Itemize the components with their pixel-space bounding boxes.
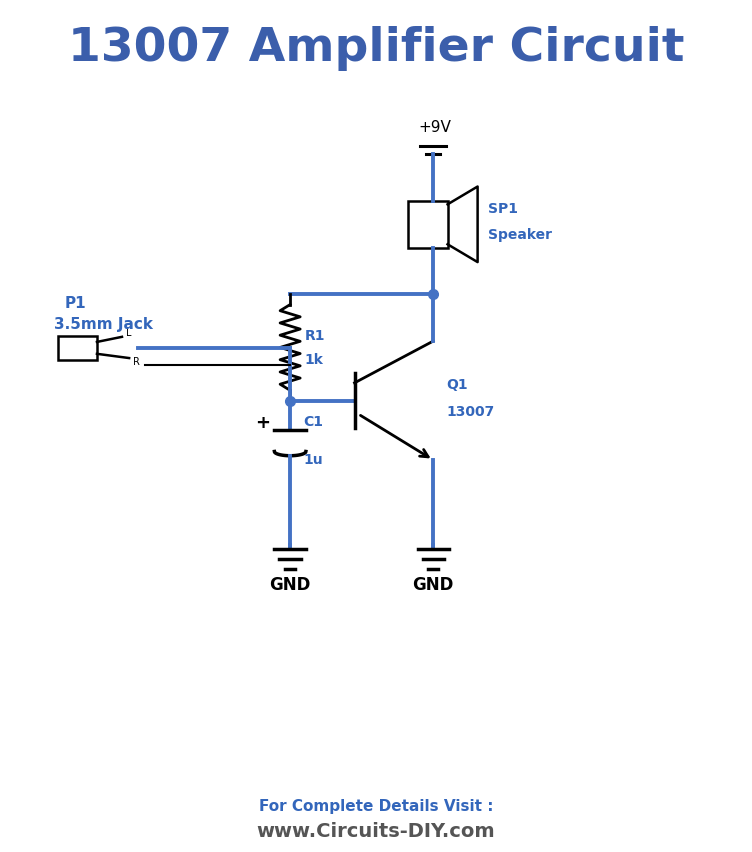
Text: 1u: 1u	[303, 453, 323, 467]
Text: For Complete Details Visit :: For Complete Details Visit :	[259, 799, 493, 814]
Text: R1: R1	[305, 330, 325, 343]
Text: R: R	[132, 357, 140, 367]
Text: GND: GND	[269, 576, 311, 594]
Text: Q1: Q1	[446, 378, 468, 392]
Text: Speaker: Speaker	[488, 228, 552, 242]
Text: P1: P1	[65, 296, 86, 311]
Text: +9V: +9V	[418, 119, 451, 135]
Text: L: L	[126, 327, 131, 337]
Text: GND: GND	[413, 576, 454, 594]
Bar	[58, 336, 97, 360]
Text: 3.5mm Jack: 3.5mm Jack	[54, 318, 153, 332]
Text: C1: C1	[303, 415, 323, 429]
Bar	[408, 201, 447, 248]
Text: 13007 Amplifier Circuit: 13007 Amplifier Circuit	[68, 26, 684, 71]
Text: www.Circuits-DIY.com: www.Circuits-DIY.com	[256, 822, 496, 842]
Text: 13007: 13007	[446, 405, 494, 418]
Text: SP1: SP1	[488, 202, 518, 216]
Text: +: +	[256, 414, 271, 433]
Text: 1k: 1k	[305, 354, 323, 367]
